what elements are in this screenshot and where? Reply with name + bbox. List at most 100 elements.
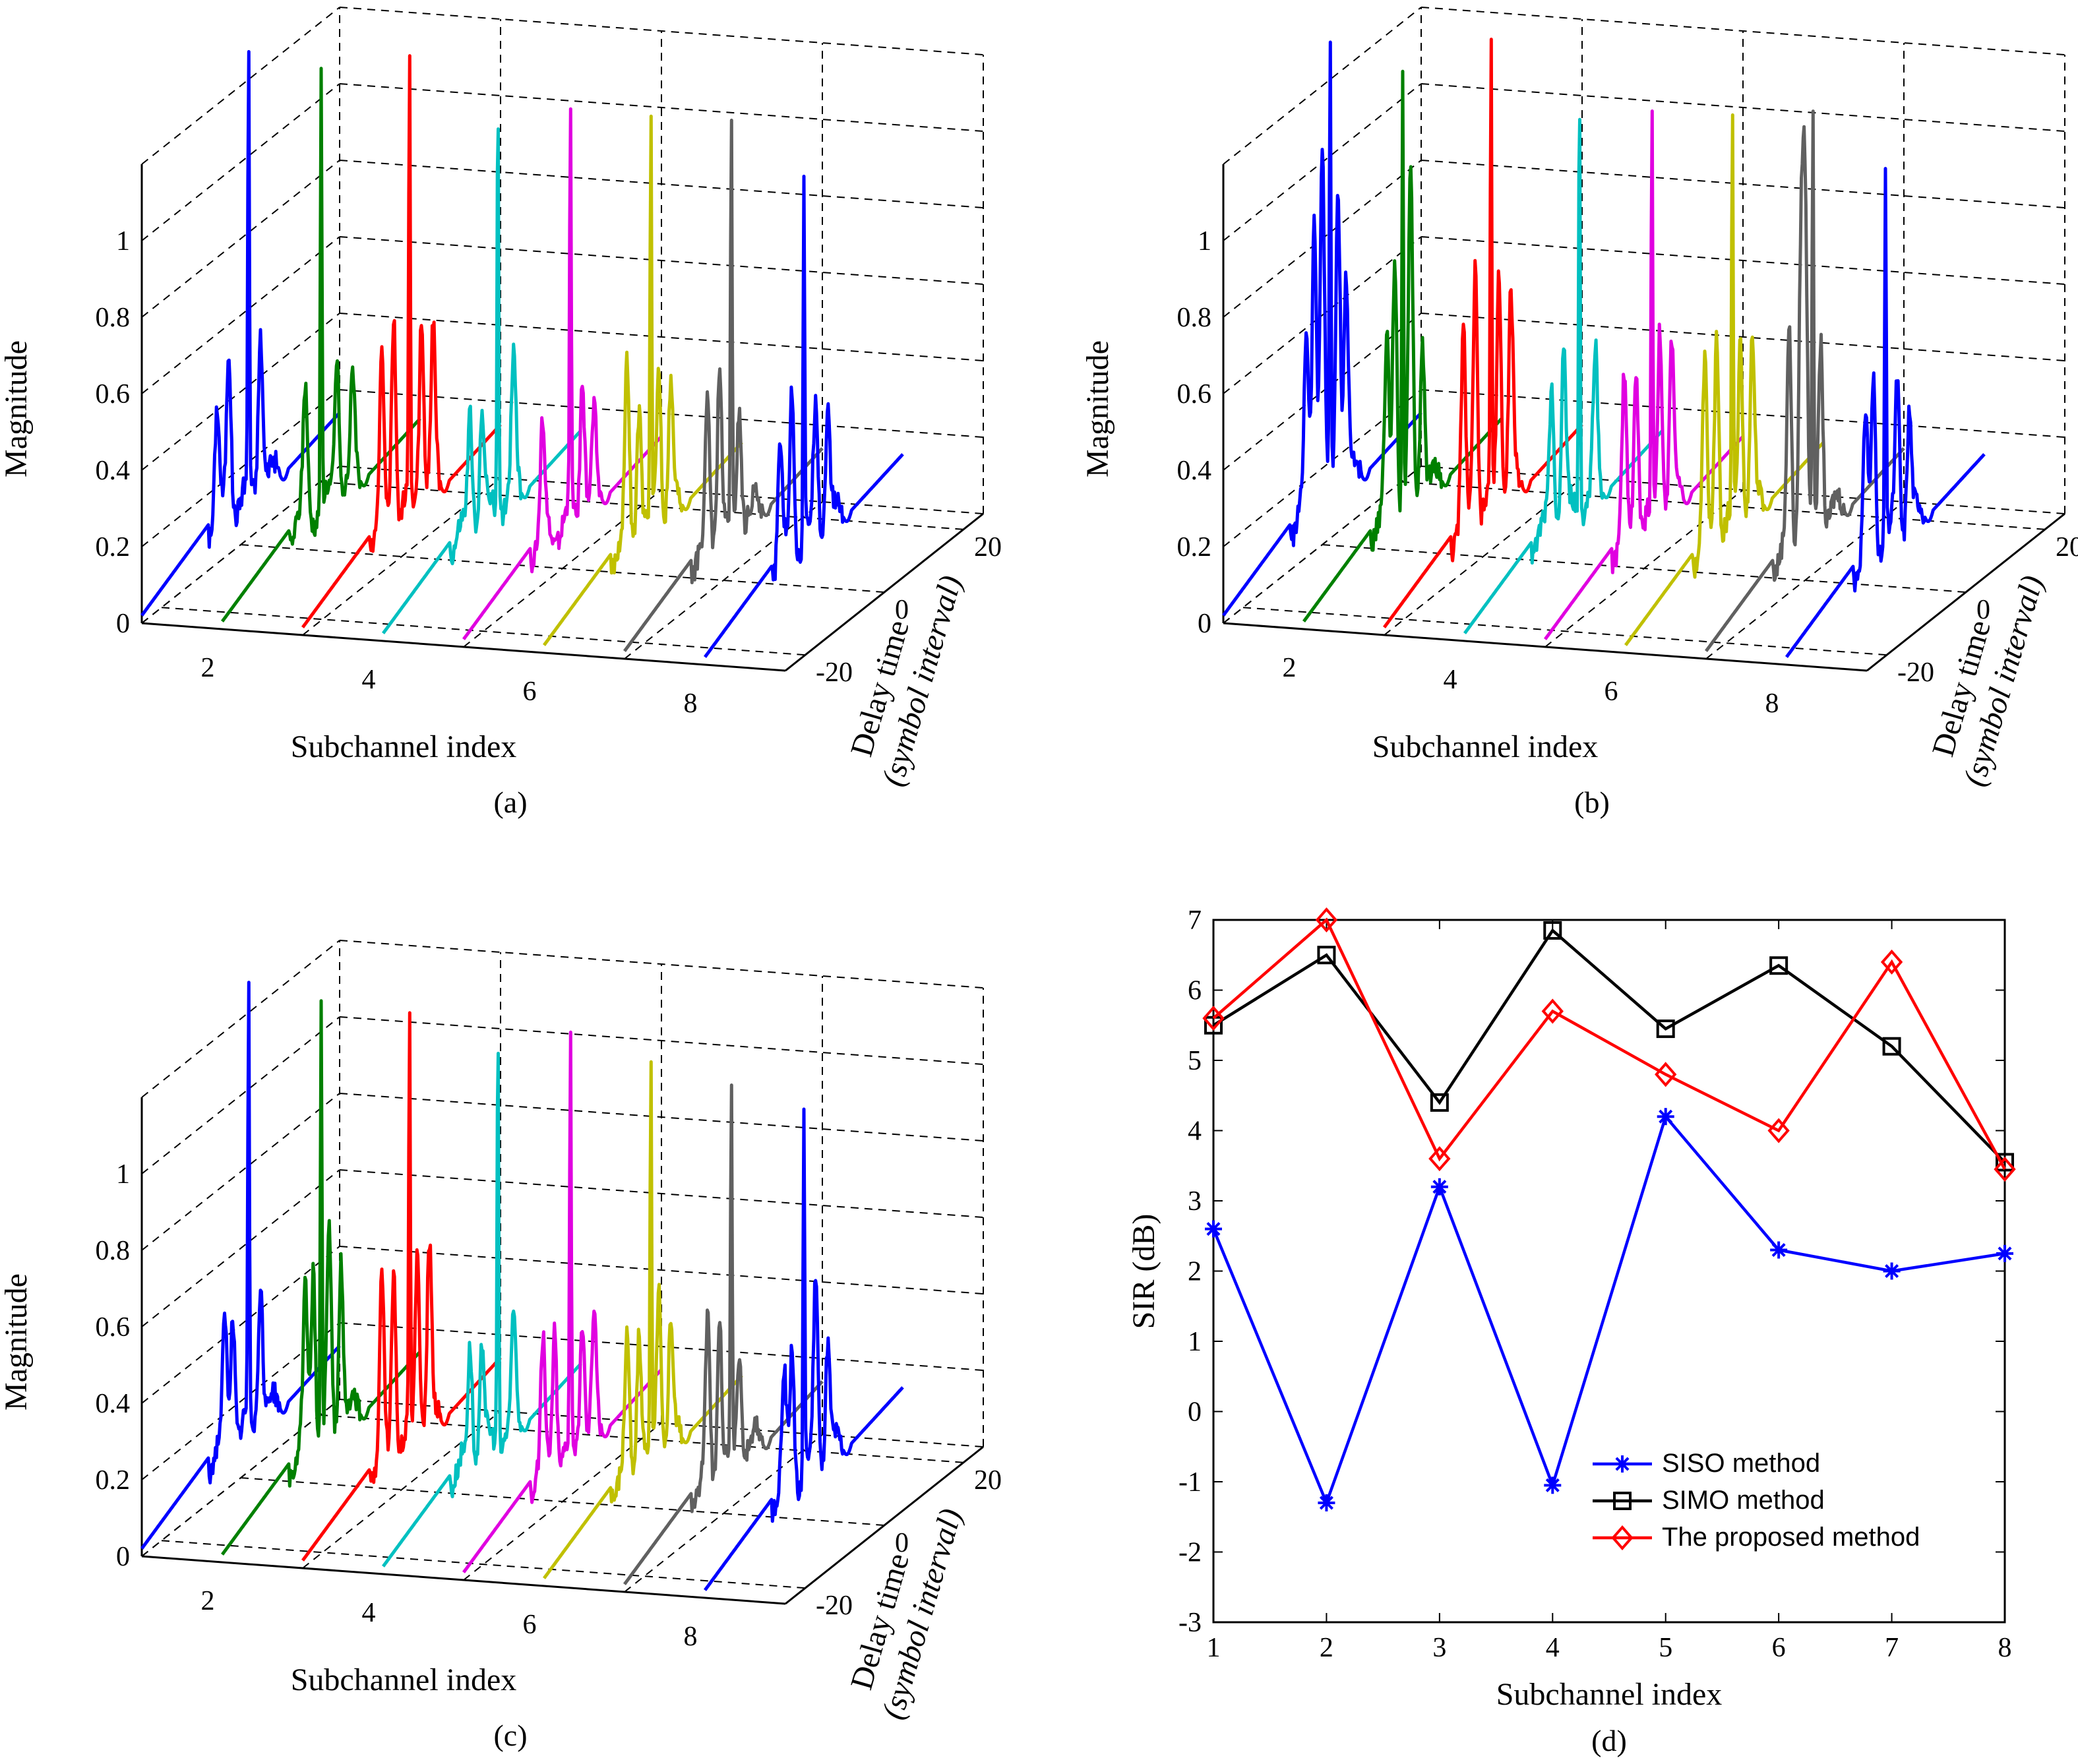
trace-subchannel-4 (381, 1051, 582, 1567)
y-tick-label: -2 (1178, 1538, 1202, 1568)
grid-line (1242, 607, 1887, 656)
y-axis-line (1866, 512, 2065, 672)
y-tick-label: 0 (895, 595, 909, 625)
grid-line (240, 1477, 885, 1526)
grid-line (1223, 7, 1422, 165)
siso-marker (1544, 1476, 1562, 1494)
trace-subchannel-5 (462, 107, 663, 640)
caption-b: (b) (1574, 785, 1610, 819)
panel-a: 0 0.2 0.4 0.6 0.8 1 2 4 6 8 -20 0 20 Mag… (0, 7, 1002, 819)
x-axis-label: Subchannel index (1372, 729, 1599, 764)
x-tick-label: 8 (1998, 1633, 2012, 1663)
x-tick-label: 3 (1432, 1633, 1446, 1663)
x-tick-label: 2 (1320, 1633, 1333, 1663)
y-tick-label: 2 (1188, 1257, 1202, 1287)
y-axis-label: SIR (dB) (1126, 1214, 1161, 1329)
grid-line (339, 160, 984, 208)
trace-subchannel-2 (1302, 69, 1503, 623)
legend-entry-proposed: The proposed method (1662, 1523, 1920, 1552)
y-tick-label: 6 (1188, 976, 1202, 1006)
grid-line (339, 236, 984, 285)
grid-line (1401, 481, 2046, 530)
proposed-marker (1541, 998, 1564, 1024)
siso-marker (1770, 1241, 1788, 1259)
simo-marker (1543, 921, 1562, 940)
proposed-marker (1880, 949, 1903, 975)
marker-stroke (1319, 1496, 1333, 1510)
y-tick-label: -20 (816, 657, 853, 688)
y-tick-label: 20 (974, 532, 1002, 563)
x-tick-label: 6 (523, 677, 537, 707)
trace-subchannel-6 (1624, 113, 1825, 646)
y-tick-label: 20 (2056, 532, 2078, 563)
grid-line (141, 940, 340, 1098)
siso-marker (1430, 1178, 1448, 1196)
panel-b-z-ticks: 0 0.2 0.4 0.6 0.8 1 (1177, 226, 1212, 639)
grid-line (141, 236, 340, 394)
grid-line (339, 1093, 984, 1141)
grid-line (339, 313, 984, 361)
panel-c-traces (140, 981, 904, 1591)
marker-stroke (1615, 1457, 1630, 1471)
z-tick-label: 0.4 (96, 456, 131, 486)
siso-marker (1883, 1262, 1901, 1280)
proposed-marker (1994, 1157, 2016, 1182)
z-tick-label: 0.6 (96, 1312, 131, 1343)
z-axis-label: Magnitude (0, 340, 34, 477)
marker-stroke (1206, 1222, 1221, 1236)
panel-b-traces (1221, 38, 1986, 658)
z-tick-label: 0.6 (96, 379, 131, 410)
y-tick-label: -20 (1897, 657, 1934, 688)
panel-c-grid (140, 940, 984, 1605)
z-axis-label: Magnitude (1080, 340, 1115, 477)
caption-c: (c) (493, 1718, 527, 1752)
proposed-marker (1315, 907, 1338, 933)
grid-line (339, 940, 984, 988)
z-tick-label: 0 (116, 1542, 130, 1572)
x-axis-label: Subchannel index (1496, 1677, 1723, 1712)
grid-line (1322, 544, 1967, 593)
proposed-line (1212, 917, 2006, 1171)
panel-d: -3 -2 -1 0 1 2 3 4 5 6 7 1 2 3 4 5 6 7 8… (1126, 905, 2016, 1757)
grid-line (624, 1434, 823, 1593)
y-tick-label: 0 (895, 1528, 909, 1558)
panel-c-z-ticks: 0 0.2 0.4 0.6 0.8 1 (96, 1159, 131, 1572)
y-tick-label: 3 (1188, 1186, 1202, 1217)
y-tick-label: -20 (816, 1591, 853, 1621)
x-tick-label: 8 (684, 1622, 698, 1652)
proposed-marker (1428, 1146, 1451, 1172)
y-tick-label: -3 (1178, 1608, 1202, 1638)
y-tick-label: 7 (1188, 905, 1202, 936)
grid-line (1223, 236, 1422, 394)
grid-line (141, 1246, 340, 1404)
z-tick-label: 1 (116, 1159, 130, 1190)
z-tick-label: 1 (1198, 226, 1211, 257)
z-tick-label: 0 (1198, 609, 1211, 639)
panel-c: 0 0.2 0.4 0.6 0.8 1 2 4 6 8 -20 0 20 Mag… (0, 940, 1002, 1752)
simo-marker (1656, 1019, 1675, 1039)
simo-marker (1996, 1153, 2014, 1172)
grid-line (1421, 160, 2065, 208)
grid-line (141, 160, 340, 318)
y-tick-label: 4 (1188, 1116, 1202, 1147)
x-tick-label: 2 (201, 1586, 215, 1616)
x-tick-label: 4 (362, 665, 376, 695)
z-tick-label: 0.8 (1177, 303, 1212, 333)
marker-stroke (1885, 1263, 1899, 1279)
simo-marker (1769, 956, 1788, 975)
siso-marker (1318, 1494, 1335, 1511)
grid-line (141, 1016, 340, 1174)
y-axis-line (785, 512, 984, 672)
grid-line (161, 1540, 806, 1589)
siso-line (1211, 1113, 2005, 1507)
x-axis-line (141, 622, 786, 672)
trace-subchannel-5 (462, 1030, 663, 1573)
x-tick-label: 4 (1444, 665, 1457, 695)
panel-b-x-ticks: 2 4 6 8 (1283, 653, 1779, 719)
grid-line (339, 1016, 984, 1065)
trace-subchannel-6 (542, 1060, 743, 1579)
legend-symbols (1593, 1455, 1652, 1551)
z-axis-label: Magnitude (0, 1273, 34, 1411)
trace-subchannel-1 (1221, 40, 1422, 617)
